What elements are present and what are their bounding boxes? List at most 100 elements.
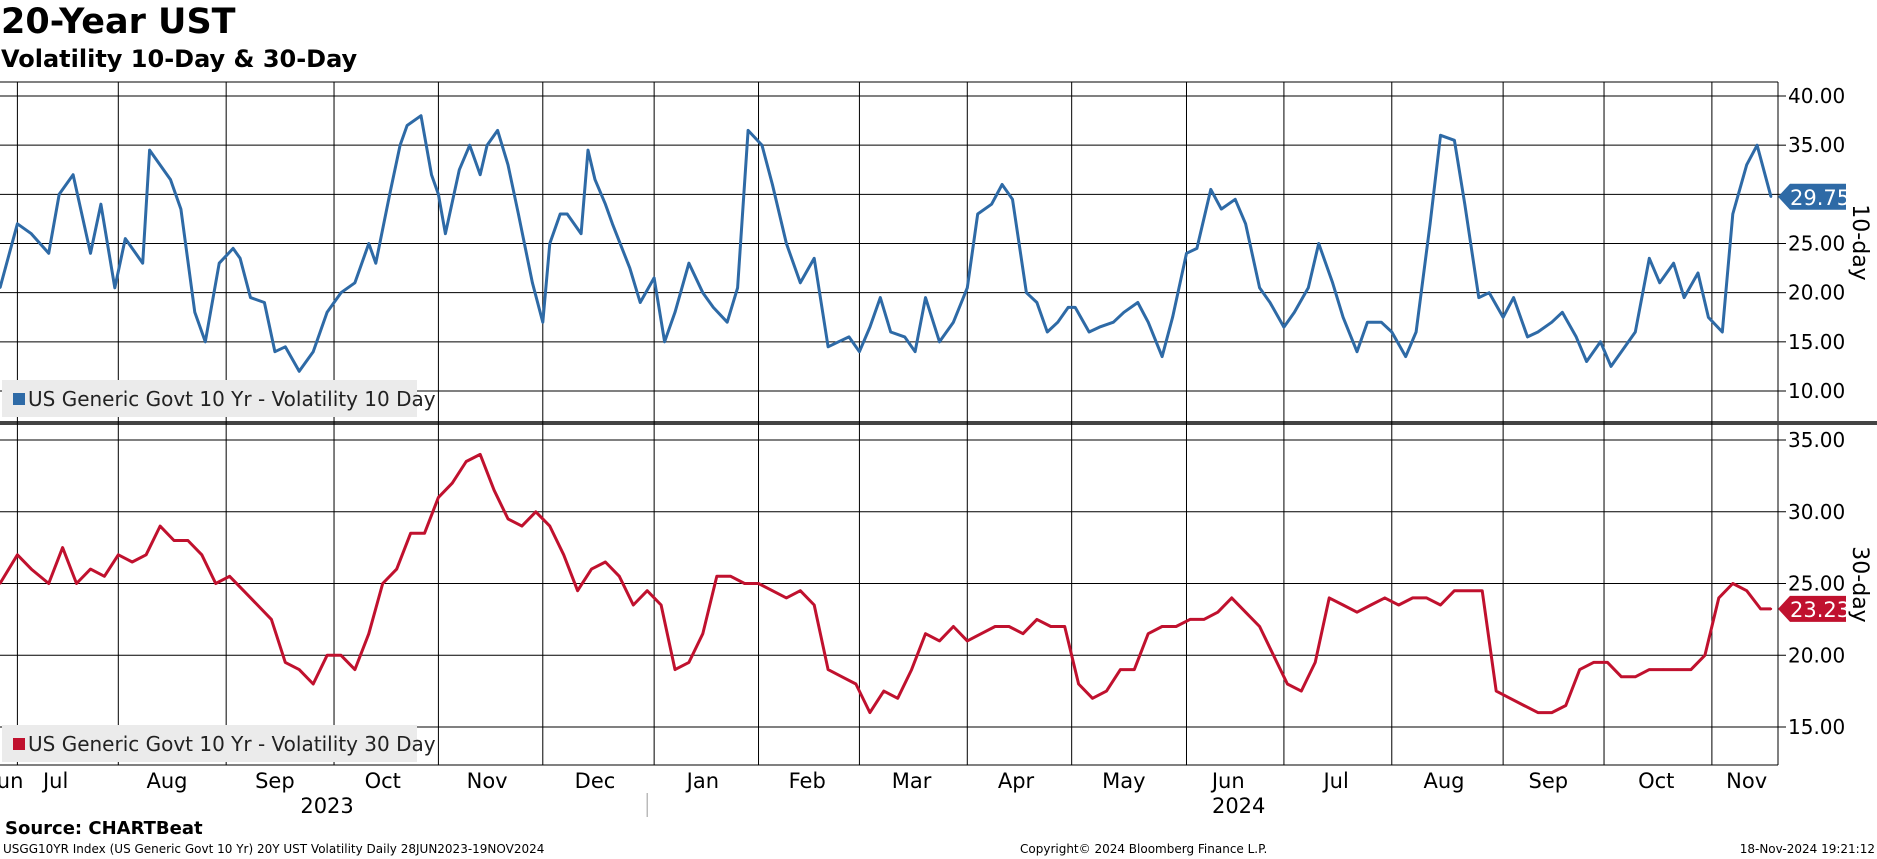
data-point: [1063, 625, 1066, 628]
data-point: [1769, 195, 1773, 198]
data-point: [353, 668, 357, 671]
data-point: [409, 532, 412, 535]
data-point: [1550, 321, 1554, 324]
data-point: [298, 370, 301, 373]
data-point: [1067, 306, 1070, 309]
data-point: [263, 301, 266, 304]
last-value-tag: [1778, 595, 1846, 622]
data-point: [1025, 291, 1028, 294]
data-point: [1414, 330, 1418, 334]
data-point: [1721, 330, 1724, 334]
data-point: [837, 340, 840, 343]
data-point: [1220, 207, 1223, 211]
data-point: [1244, 611, 1247, 614]
data-point: [405, 124, 409, 127]
data-point: [1564, 704, 1568, 707]
data-point: [71, 173, 75, 176]
data-point: [458, 168, 461, 171]
data-point: [468, 144, 471, 147]
data-point: [89, 567, 92, 571]
data-point: [1623, 345, 1627, 348]
data-point: [990, 203, 993, 206]
legend-box: [2, 380, 417, 417]
data-point: [1021, 632, 1025, 635]
data-point: [1696, 271, 1700, 275]
y-tick-label: 15.00: [1788, 715, 1845, 739]
data-point: [89, 252, 92, 255]
data-point: [75, 582, 78, 585]
data-point: [1397, 603, 1400, 607]
data-point: [826, 668, 830, 671]
data-point: [639, 301, 642, 304]
data-point: [889, 330, 892, 334]
data-point: [47, 252, 50, 255]
data-point: [1230, 596, 1233, 600]
data-point: [628, 266, 631, 270]
data-point: [993, 625, 997, 628]
data-point: [520, 524, 524, 528]
last-value-label: 23.23: [1790, 598, 1850, 622]
data-point: [465, 460, 468, 463]
data-point: [1369, 603, 1373, 607]
data-point: [1703, 654, 1707, 657]
x-tick-label: Jun: [0, 769, 23, 793]
data-point: [61, 546, 64, 549]
last-value-label: 29.75: [1790, 186, 1850, 210]
data-point: [1495, 689, 1498, 693]
data-point: [1091, 697, 1094, 700]
series-line: [0, 452, 1771, 715]
data-point: [1056, 321, 1060, 324]
data-point: [1439, 603, 1442, 607]
data-point: [785, 596, 788, 600]
data-point: [1195, 247, 1199, 250]
data-point: [256, 603, 259, 607]
data-point: [534, 510, 537, 513]
data-point: [1160, 625, 1164, 628]
data-point: [938, 340, 941, 343]
data-point: [913, 350, 917, 353]
data-point: [479, 173, 482, 176]
data-point: [47, 582, 50, 585]
data-point: [1731, 212, 1735, 216]
data-point: [0, 582, 2, 585]
data-point: [701, 291, 704, 294]
data-point: [712, 306, 715, 309]
data-point: [506, 163, 510, 166]
data-point: [124, 237, 127, 240]
data-point: [604, 560, 607, 564]
x-tick-label: Jan: [685, 769, 719, 793]
x-tick-label: Aug: [1423, 769, 1464, 793]
data-point: [548, 242, 551, 245]
data-point: [813, 257, 816, 260]
data-point: [1366, 321, 1369, 324]
data-point: [659, 603, 663, 607]
data-point: [1592, 661, 1595, 664]
data-point: [1105, 689, 1108, 693]
data-point: [1648, 668, 1651, 671]
data-point: [1216, 611, 1220, 614]
data-point: [492, 489, 496, 492]
data-point: [566, 212, 569, 216]
data-point: [1133, 668, 1136, 671]
data-point: [1508, 697, 1512, 700]
data-point: [117, 553, 120, 556]
data-point: [179, 207, 183, 211]
data-point: [1331, 281, 1334, 284]
data-point: [826, 345, 830, 348]
data-point: [1575, 335, 1578, 339]
data-point: [144, 553, 148, 556]
data-point: [1404, 355, 1407, 358]
data-point: [1634, 675, 1637, 678]
data-point: [548, 524, 551, 528]
data-point: [444, 232, 447, 235]
data-point: [172, 539, 176, 542]
data-point: [854, 682, 858, 686]
x-tick-label: Jul: [41, 769, 68, 793]
data-point: [193, 311, 196, 314]
x-tick-label: Jun: [1210, 769, 1245, 793]
data-point: [1383, 596, 1387, 600]
data-point: [479, 453, 482, 456]
data-point: [924, 296, 927, 299]
data-point: [1000, 183, 1004, 186]
x-tick-label: Aug: [147, 769, 188, 793]
